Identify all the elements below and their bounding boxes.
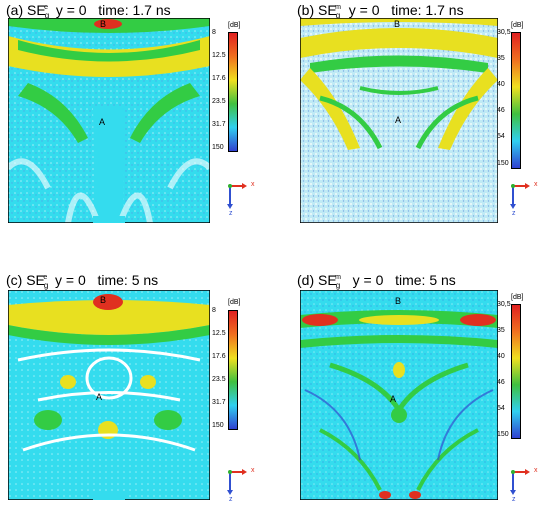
point-b-label: B xyxy=(394,19,401,29)
colorbar-tick: 150 xyxy=(497,431,509,438)
axis-triad-icon xyxy=(227,469,247,495)
panel-title: (c) SEge y = 0 time: 5 ns xyxy=(6,272,159,290)
point-b-label: B xyxy=(395,296,402,306)
plane-label: y = 0 xyxy=(55,2,87,18)
panel-b: (b) SEgm y = 0 time: 1.7 ns B A [dB] 30,… xyxy=(275,0,550,260)
colorbar-tick: 8 xyxy=(212,29,216,36)
colorbar-tick: 54 xyxy=(497,133,505,140)
colorbar-tick: 40 xyxy=(497,81,505,88)
field-symbol: SE xyxy=(27,2,46,18)
point-b-label: B xyxy=(100,19,107,29)
colorbar xyxy=(228,32,238,152)
field-subscript: g xyxy=(335,281,341,290)
colorbar-unit: [dB] xyxy=(228,299,241,306)
field-superscript: e xyxy=(43,274,48,281)
z-axis-label: z xyxy=(512,210,516,217)
field-map xyxy=(8,290,210,500)
panel-letter: (b) xyxy=(297,2,315,18)
point-a-label: A xyxy=(96,392,103,402)
point-a-label: A xyxy=(99,117,106,127)
field-subscript: g xyxy=(335,11,341,20)
field-superscript: m xyxy=(335,274,341,281)
colorbar-tick: 46 xyxy=(497,107,505,114)
colorbar-tick: 54 xyxy=(497,405,505,412)
colorbar-tick: 30,5 xyxy=(497,29,511,36)
colorbar-tick: 31.7 xyxy=(212,121,226,128)
field-superscript: e xyxy=(44,4,49,11)
z-axis-label: z xyxy=(229,496,233,503)
panel-title: (d) SEgm y = 0 time: 5 ns xyxy=(297,272,456,290)
x-axis-label: x xyxy=(251,467,255,474)
plane-label: y = 0 xyxy=(348,2,380,18)
colorbar-tick: 150 xyxy=(212,422,224,429)
axis-triad-icon xyxy=(510,469,530,495)
z-axis-label: z xyxy=(512,496,516,503)
panel-d: (d) SEgm y = 0 time: 5 ns B A [dB] 30,5 … xyxy=(275,270,550,520)
colorbar-tick: 30,5 xyxy=(497,301,511,308)
axis-triad-icon xyxy=(227,183,247,209)
x-axis-label: x xyxy=(534,467,538,474)
plane-label: y = 0 xyxy=(55,272,86,288)
colorbar-tick: 46 xyxy=(497,379,505,386)
colorbar-tick: 17.6 xyxy=(212,353,226,360)
plane-label: y = 0 xyxy=(352,272,384,288)
panel-c: (c) SEge y = 0 time: 5 ns B A [dB] 8 12.… xyxy=(0,270,275,520)
field-map xyxy=(300,18,498,223)
field-symbol: SE xyxy=(26,272,45,288)
field-map xyxy=(8,18,210,223)
colorbar xyxy=(228,310,238,430)
field-map xyxy=(300,290,498,500)
colorbar-unit: [dB] xyxy=(228,22,241,29)
colorbar xyxy=(511,32,521,169)
colorbar-tick: 23.5 xyxy=(212,98,226,105)
panel-a: (a) SEge y = 0 time: 1.7 ns B A [dB] 8 1… xyxy=(0,0,275,260)
colorbar-unit: [dB] xyxy=(511,22,524,29)
field-superscript: m xyxy=(335,4,341,11)
z-axis-label: z xyxy=(229,210,233,217)
colorbar-tick: 150 xyxy=(212,144,224,151)
field-subscript: g xyxy=(44,11,50,20)
panel-letter: (a) xyxy=(6,2,24,18)
time-label: time: 1.7 ns xyxy=(98,2,171,18)
panel-letter: (c) xyxy=(6,272,23,288)
colorbar-unit: [dB] xyxy=(511,294,524,301)
colorbar xyxy=(511,304,521,439)
colorbar-tick: 23.5 xyxy=(212,376,226,383)
colorbar-tick: 12.5 xyxy=(212,52,226,59)
colorbar-tick: 12.5 xyxy=(212,330,226,337)
colorbar-tick: 35 xyxy=(497,327,505,334)
time-label: time: 5 ns xyxy=(97,272,159,288)
colorbar-tick: 17.6 xyxy=(212,75,226,82)
time-label: time: 1.7 ns xyxy=(391,2,464,18)
point-a-label: A xyxy=(395,115,402,125)
field-symbol: SE xyxy=(318,272,337,288)
point-a-label: A xyxy=(390,394,397,404)
colorbar-tick: 150 xyxy=(497,160,509,167)
colorbar-tick: 40 xyxy=(497,353,505,360)
x-axis-label: x xyxy=(534,181,538,188)
point-b-label: B xyxy=(100,295,107,305)
panel-title: (a) SEge y = 0 time: 1.7 ns xyxy=(6,2,171,20)
colorbar-tick: 31.7 xyxy=(212,399,226,406)
panel-title: (b) SEgm y = 0 time: 1.7 ns xyxy=(297,2,464,20)
time-label: time: 5 ns xyxy=(395,272,456,288)
field-symbol: SE xyxy=(318,2,337,18)
axis-triad-icon xyxy=(510,183,530,209)
colorbar-tick: 35 xyxy=(497,55,505,62)
panel-letter: (d) xyxy=(297,272,315,288)
x-axis-label: x xyxy=(251,181,255,188)
field-subscript: g xyxy=(43,281,49,290)
colorbar-tick: 8 xyxy=(212,307,216,314)
